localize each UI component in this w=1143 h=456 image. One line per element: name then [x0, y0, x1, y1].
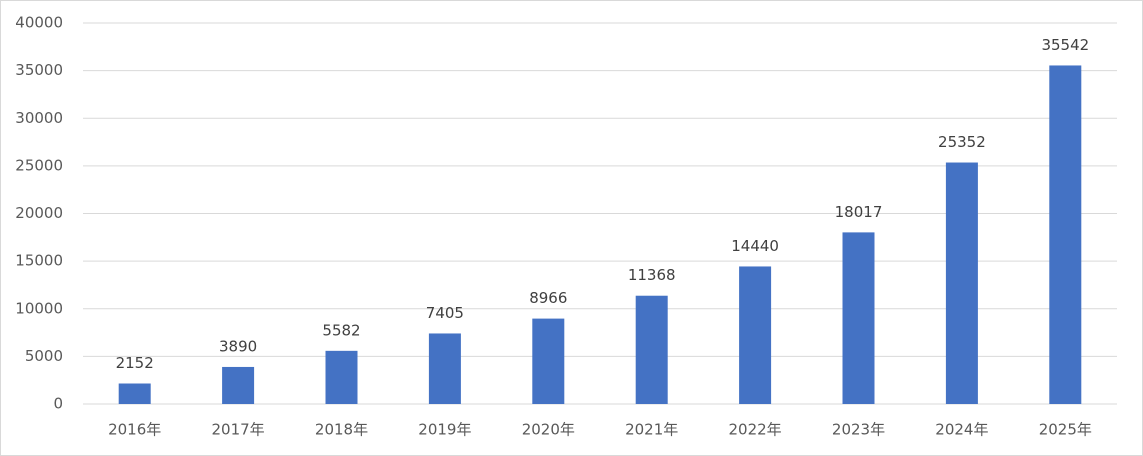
- data-label: 25352: [938, 133, 986, 151]
- x-tick-label: 2025年: [1039, 421, 1092, 439]
- x-tick-label: 2017年: [212, 421, 265, 439]
- bar: [739, 266, 772, 404]
- x-tick-label: 2016年: [108, 421, 161, 439]
- x-tick-label: 2022年: [729, 421, 782, 439]
- data-label: 5582: [322, 321, 360, 339]
- data-label: 35542: [1041, 36, 1089, 54]
- data-label: 14440: [731, 237, 779, 255]
- bar: [532, 318, 565, 404]
- data-label: 7405: [426, 304, 464, 322]
- data-label: 3890: [219, 337, 257, 355]
- y-tick-label: 20000: [15, 204, 63, 222]
- y-tick-label: 10000: [15, 299, 63, 317]
- bar: [945, 162, 978, 404]
- x-tick-label: 2023年: [832, 421, 885, 439]
- data-label: 8966: [529, 289, 567, 307]
- y-tick-label: 0: [53, 395, 63, 413]
- x-tick-label: 2024年: [935, 421, 988, 439]
- data-label: 18017: [835, 203, 883, 221]
- bar: [635, 295, 668, 404]
- y-tick-label: 40000: [15, 14, 63, 32]
- y-tick-label: 30000: [15, 109, 63, 127]
- bar: [842, 232, 875, 404]
- bar: [222, 366, 255, 404]
- data-label: 11368: [628, 266, 676, 284]
- y-tick-label: 15000: [15, 252, 63, 270]
- x-tick-label: 2019年: [418, 421, 471, 439]
- bar: [428, 333, 461, 404]
- data-label: 2152: [116, 354, 154, 372]
- y-tick-label: 5000: [25, 347, 63, 365]
- x-tick-label: 2018年: [315, 421, 368, 439]
- bar: [1049, 65, 1082, 404]
- x-tick-label: 2020年: [522, 421, 575, 439]
- y-tick-label: 25000: [15, 156, 63, 174]
- bar: [118, 383, 151, 404]
- x-tick-label: 2021年: [625, 421, 678, 439]
- bar: [325, 350, 358, 404]
- y-tick-label: 35000: [15, 61, 63, 79]
